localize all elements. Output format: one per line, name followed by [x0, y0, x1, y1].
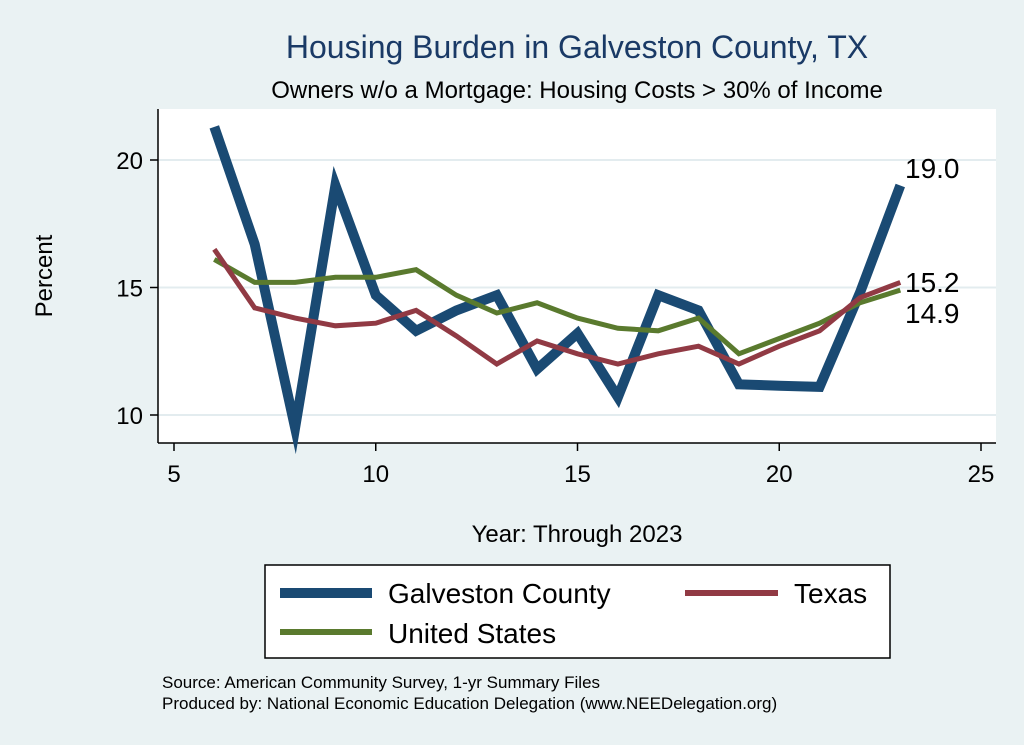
chart-title: Housing Burden in Galveston County, TX — [286, 29, 868, 65]
legend: Galveston County Texas United States — [264, 564, 891, 659]
end-labels: 19.0 15.214.9 — [905, 153, 960, 329]
legend-label-united-states: United States — [388, 618, 556, 649]
legend-label-texas: Texas — [794, 578, 867, 609]
x-tick-label: 10 — [362, 461, 389, 488]
series-lines — [209, 125, 905, 455]
legend-box — [264, 564, 891, 659]
x-axis-label: Year: Through 2023 — [472, 521, 683, 548]
end-label-united-states: 14.9 — [905, 298, 960, 329]
x-tick-label: 15 — [564, 461, 591, 488]
y-tick-label: 20 — [116, 148, 143, 175]
end-label-galveston-county: 19.0 — [905, 153, 960, 184]
y-tick-label: 15 — [116, 276, 143, 303]
source-note: Source: American Community Survey, 1-yr … — [162, 673, 600, 692]
chart-subtitle: Owners w/o a Mortgage: Housing Costs > 3… — [271, 77, 883, 104]
produced-by-note: Produced by: National Economic Education… — [162, 694, 777, 713]
series-texas — [212, 247, 902, 367]
series-galveston-county — [209, 125, 905, 455]
ticks: 10 15 20 5 10 15 20 25 — [116, 148, 994, 488]
y-tick-label: 10 — [116, 403, 143, 430]
x-tick-label: 5 — [167, 461, 180, 488]
series-united-states — [213, 257, 902, 357]
end-label-texas: 15.2 — [905, 267, 960, 298]
x-tick-label: 25 — [968, 461, 995, 488]
legend-label-galveston: Galveston County — [388, 578, 611, 609]
x-tick-label: 20 — [766, 461, 793, 488]
y-axis-label: Percent — [31, 234, 58, 317]
